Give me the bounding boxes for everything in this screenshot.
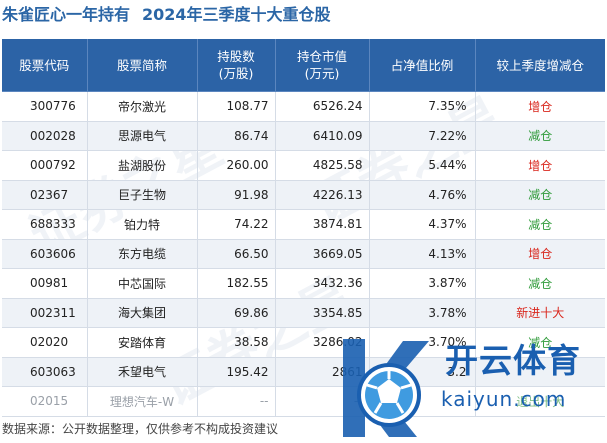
position-value: 3669.05 (275, 239, 370, 269)
header-value: 持仓市值 (万元) (275, 39, 370, 92)
position-change: 减仓 (475, 121, 605, 151)
page-title: 朱雀匠心一年持有 2024年三季度十大重仓股 (2, 2, 331, 28)
position-value: 6526.24 (275, 91, 370, 122)
stock-code: 00981 (2, 268, 88, 299)
position-value: 4226.13 (275, 180, 370, 210)
net-value-ratio: 7.22% (369, 121, 476, 151)
position-change: 增仓 (475, 91, 605, 122)
report-subtitle: 2024年三季度十大重仓股 (142, 5, 331, 24)
stock-name: 中芯国际 (87, 268, 198, 299)
header-ratio: 占净值比例 (369, 39, 476, 92)
stock-name: 东方电缆 (87, 239, 198, 269)
stock-code: 688333 (2, 209, 88, 240)
position-change: 减仓 (475, 209, 605, 240)
net-value-ratio: 3.87% (369, 268, 476, 299)
shares-held: 38.58 (197, 327, 276, 358)
position-value: 3432.36 (275, 268, 370, 299)
stock-code: 02020 (2, 327, 88, 358)
shares-held: 69.86 (197, 298, 276, 328)
table-row: 000792 盐湖股份 260.00 4825.58 5.44% 增仓 (2, 150, 605, 181)
table-row: 002311 海大集团 69.86 3354.85 3.78% 新进十大 (2, 298, 605, 328)
position-value: 2861 (275, 357, 370, 387)
position-change: 减仓 (475, 268, 605, 299)
shares-held: 195.42 (197, 357, 276, 387)
table-header-row: 股票代码 股票简称 持股数 (万股) 持仓市值 (万元) 占净值比例 较上季度增减仓 (2, 39, 605, 92)
stock-name: 盐湖股份 (87, 150, 198, 181)
header-code: 股票代码 (2, 39, 88, 92)
table-row: 300776 帝尔激光 108.77 6526.24 7.35% 增仓 (2, 91, 605, 122)
position-change: 增仓 (475, 239, 605, 269)
table-row: 603606 东方电缆 66.50 3669.05 4.13% 增仓 (2, 239, 605, 269)
stock-code: 000792 (2, 150, 88, 181)
stock-code: 603063 (2, 357, 88, 387)
shares-held: 86.74 (197, 121, 276, 151)
shares-held: -- (197, 386, 276, 417)
stock-code: 002311 (2, 298, 88, 328)
data-source-note: 数据来源：公开数据整理，仅供参考不构成投资建议 (2, 422, 279, 436)
stock-code: 02015 (2, 386, 88, 417)
stock-code: 603606 (2, 239, 88, 269)
position-change: 退出十大 (475, 386, 605, 417)
header-shares: 持股数 (万股) (197, 39, 276, 92)
header-change: 较上季度增减仓 (475, 39, 605, 92)
stock-name: 禾望电气 (87, 357, 198, 387)
stock-code: 02367 (2, 180, 88, 210)
stock-name: 海大集团 (87, 298, 198, 328)
position-value: 3874.81 (275, 209, 370, 240)
position-value: 3286.02 (275, 327, 370, 358)
position-change: 减仓 (475, 327, 605, 358)
net-value-ratio (369, 386, 476, 417)
shares-held: 108.77 (197, 91, 276, 122)
net-value-ratio: 4.37% (369, 209, 476, 240)
net-value-ratio: 7.35% (369, 91, 476, 122)
net-value-ratio: 4.13% (369, 239, 476, 269)
position-change (475, 357, 605, 387)
shares-held: 182.55 (197, 268, 276, 299)
net-value-ratio: 5.44% (369, 150, 476, 181)
position-change: 减仓 (475, 180, 605, 210)
holdings-table: 股票代码 股票简称 持股数 (万股) 持仓市值 (万元) 占净值比例 较上季度增减仓… (2, 39, 605, 417)
header-name: 股票简称 (87, 39, 198, 92)
table-row: 603063 禾望电气 195.42 2861 3.2 (2, 357, 605, 387)
net-value-ratio: 4.76% (369, 180, 476, 210)
position-change: 新进十大 (475, 298, 605, 328)
table-row: 002028 思源电气 86.74 6410.09 7.22% 减仓 (2, 121, 605, 151)
net-value-ratio: 3.78% (369, 298, 476, 328)
table-row: 02015 理想汽车-W -- -- 退出十大 (2, 386, 605, 417)
position-value: 4825.58 (275, 150, 370, 181)
table-row: 00981 中芯国际 182.55 3432.36 3.87% 减仓 (2, 268, 605, 299)
position-value: 3354.85 (275, 298, 370, 328)
fund-name: 朱雀匠心一年持有 (2, 5, 131, 24)
stock-name: 安踏体育 (87, 327, 198, 358)
table-row: 688333 铂力特 74.22 3874.81 4.37% 减仓 (2, 209, 605, 240)
stock-name: 铂力特 (87, 209, 198, 240)
position-value: -- (275, 386, 370, 417)
shares-held: 66.50 (197, 239, 276, 269)
net-value-ratio: 3.70% (369, 327, 476, 358)
position-value: 6410.09 (275, 121, 370, 151)
shares-held: 91.98 (197, 180, 276, 210)
shares-held: 74.22 (197, 209, 276, 240)
stock-name: 思源电气 (87, 121, 198, 151)
table-row: 02367 巨子生物 91.98 4226.13 4.76% 减仓 (2, 180, 605, 210)
shares-held: 260.00 (197, 150, 276, 181)
stock-code: 300776 (2, 91, 88, 122)
stock-name: 巨子生物 (87, 180, 198, 210)
net-value-ratio: 3.2 (369, 357, 476, 387)
stock-code: 002028 (2, 121, 88, 151)
stock-name: 理想汽车-W (87, 386, 198, 417)
table-row: 02020 安踏体育 38.58 3286.02 3.70% 减仓 (2, 327, 605, 358)
position-change: 增仓 (475, 150, 605, 181)
stock-name: 帝尔激光 (87, 91, 198, 122)
